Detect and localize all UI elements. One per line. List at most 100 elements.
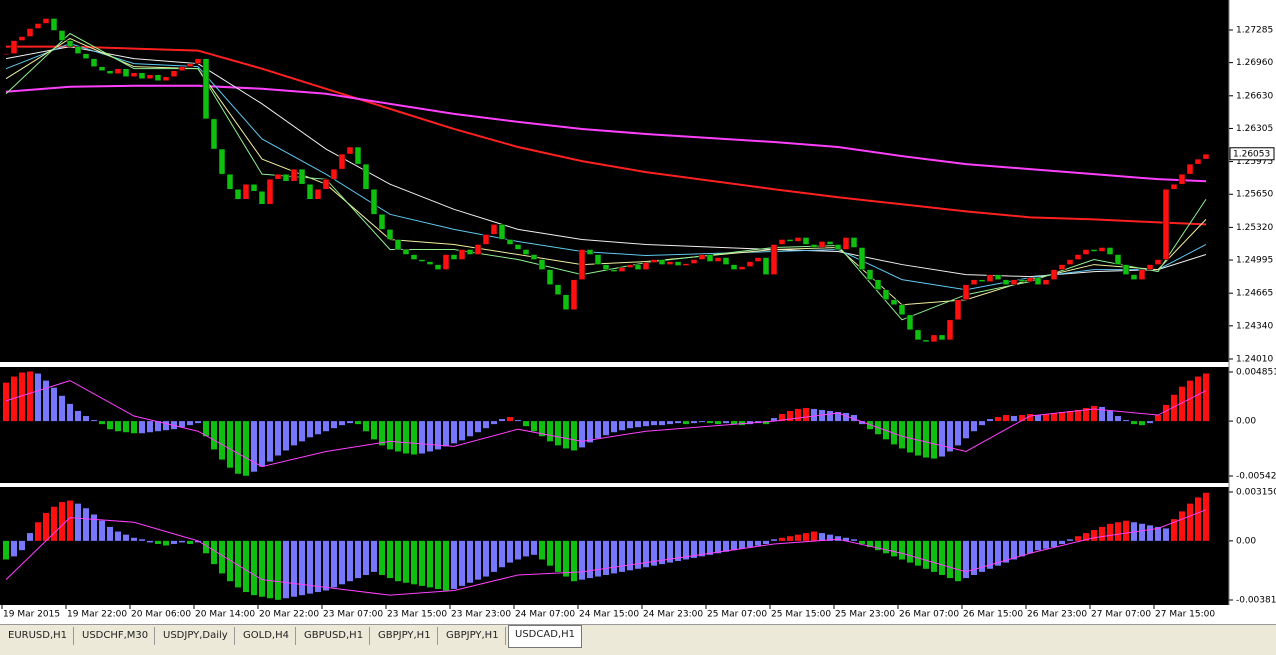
candle <box>794 237 802 242</box>
histogram-bar <box>1195 376 1201 422</box>
histogram-bar <box>179 540 185 543</box>
histogram-bar <box>35 373 41 422</box>
candle <box>1042 279 1050 285</box>
chart-tab[interactable]: GBPUSD,H1 <box>298 627 371 645</box>
histogram-bar <box>891 421 897 445</box>
histogram-bar <box>339 540 345 585</box>
candle <box>850 237 858 248</box>
histogram-bar <box>635 421 641 428</box>
histogram-bar <box>883 540 889 554</box>
histogram-bar <box>475 540 481 580</box>
candle <box>242 183 250 200</box>
histogram-bar <box>459 540 465 586</box>
histogram-bar <box>1195 497 1201 541</box>
histogram-bar <box>699 540 705 557</box>
histogram-bar <box>1163 404 1169 422</box>
candle <box>66 40 74 47</box>
candle <box>466 249 474 255</box>
candle <box>1050 269 1058 280</box>
candle <box>538 259 546 270</box>
candle <box>162 76 170 81</box>
histogram-bar <box>131 537 137 541</box>
candle <box>274 173 282 180</box>
histogram-bar <box>691 540 697 558</box>
histogram-bar <box>859 421 865 425</box>
histogram-bar <box>667 421 673 425</box>
histogram-bar <box>1083 407 1089 422</box>
candle <box>826 241 834 245</box>
histogram-bar <box>603 540 609 575</box>
candle <box>722 257 730 265</box>
histogram-bar <box>403 421 409 454</box>
chart-tab[interactable]: GBPJPY,H1 <box>440 627 506 645</box>
histogram-bar <box>347 540 353 582</box>
histogram-bar <box>275 421 281 456</box>
histogram-bar <box>67 403 73 422</box>
candle <box>74 46 82 54</box>
histogram-bar <box>403 540 409 583</box>
histogram-bar <box>123 534 129 541</box>
candle <box>698 254 706 260</box>
histogram-bar <box>739 540 745 549</box>
histogram-bar <box>235 421 241 474</box>
histogram-bar <box>603 421 609 436</box>
chart-tab[interactable]: EURUSD,H1 <box>2 627 75 645</box>
candle <box>1130 274 1138 280</box>
histogram-bar <box>51 387 57 422</box>
histogram-bar <box>811 531 817 541</box>
chart-tab[interactable]: USDCAD,H1 <box>508 625 582 648</box>
histogram-bar <box>235 540 241 588</box>
candle <box>306 183 314 200</box>
histogram-bar <box>955 540 961 582</box>
histogram-bar <box>1075 409 1081 422</box>
histogram-bar <box>387 540 393 579</box>
histogram-bar <box>1019 540 1025 557</box>
histogram-bar <box>1107 410 1113 422</box>
candle <box>634 264 642 270</box>
histogram-bar <box>139 539 145 541</box>
candle <box>98 66 106 71</box>
candle <box>530 254 538 260</box>
x-tick-label: 20 Mar 06:00 <box>131 610 191 620</box>
histogram-bar <box>803 533 809 541</box>
histogram-bar <box>1203 373 1209 422</box>
histogram-bar <box>555 421 561 446</box>
main-panel <box>0 0 1229 362</box>
x-tick-label: 20 Mar 22:00 <box>259 610 319 620</box>
candle <box>962 284 970 300</box>
chart-tab[interactable]: USDJPY,Daily <box>157 627 235 645</box>
x-tick-label: 23 Mar 07:00 <box>323 610 383 620</box>
candle <box>914 329 922 341</box>
candle <box>434 264 442 270</box>
histogram-bar <box>523 540 529 557</box>
chart-tab[interactable]: GOLD,H4 <box>237 627 296 645</box>
histogram-bar <box>763 421 769 425</box>
candle <box>930 334 938 343</box>
candle <box>42 18 50 24</box>
histogram-bar <box>715 421 721 425</box>
chart-tab[interactable]: GBPJPY,H1 <box>372 627 438 645</box>
histogram-bar <box>467 421 473 437</box>
histogram-bar <box>43 512 49 541</box>
candle <box>362 163 370 190</box>
x-tick-label: 27 Mar 15:00 <box>1155 610 1215 620</box>
chart-tab[interactable]: USDCHF,M30 <box>76 627 156 645</box>
histogram-bar <box>827 534 833 541</box>
candle <box>514 244 522 250</box>
histogram-bar <box>563 421 569 449</box>
histogram-bar <box>499 540 505 568</box>
candle <box>842 237 850 250</box>
histogram-bar <box>771 539 777 541</box>
histogram-bar <box>1003 415 1009 422</box>
candle <box>498 224 506 240</box>
candle <box>90 58 98 67</box>
histogram-bar <box>315 421 321 435</box>
x-tick-label: 19 Mar 2015 <box>3 610 60 620</box>
histogram-bar <box>3 382 9 422</box>
histogram-bar <box>99 421 105 425</box>
histogram-bar <box>955 421 961 446</box>
histogram-bar <box>83 508 89 541</box>
histogram-bar <box>435 421 441 450</box>
histogram-bar <box>219 421 225 460</box>
histogram-bar <box>427 421 433 452</box>
